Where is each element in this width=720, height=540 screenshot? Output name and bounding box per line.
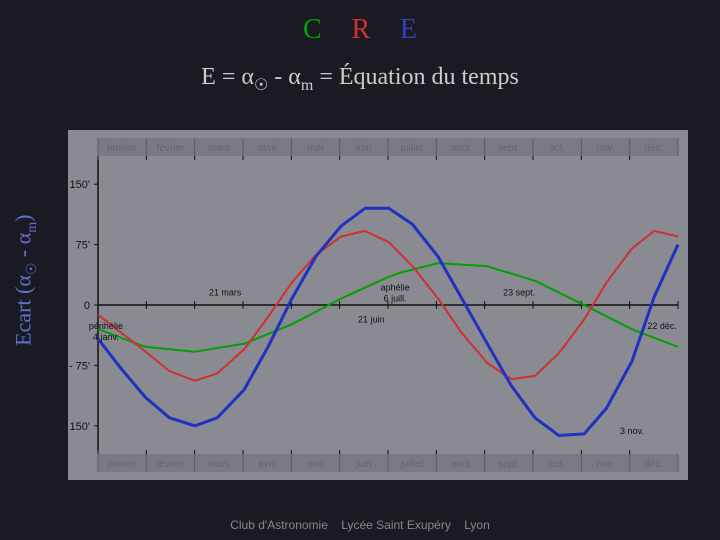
- svg-text:avril: avril: [258, 143, 276, 154]
- svg-text:nov.: nov.: [596, 459, 614, 470]
- y-axis-label: Ecart (α☉ - αm): [14, 130, 38, 430]
- chart-svg: janvier janvier février février mars mars avri…: [68, 130, 688, 480]
- svg-text:mars: mars: [208, 459, 230, 470]
- svg-text:6 juill.: 6 juill.: [384, 294, 407, 304]
- svg-text:juillet: juillet: [400, 143, 424, 154]
- svg-text:oct.: oct.: [549, 143, 565, 154]
- svg-text:4 janv.: 4 janv.: [93, 332, 119, 342]
- title-c: C: [303, 14, 322, 45]
- svg-text:janvier: janvier: [106, 459, 137, 470]
- svg-text:août: août: [451, 459, 471, 470]
- svg-text:150': 150': [70, 179, 90, 191]
- svg-text:75': 75': [76, 240, 90, 252]
- svg-text:0: 0: [84, 300, 90, 312]
- title-e: E: [400, 14, 417, 45]
- svg-text:février: février: [157, 459, 185, 470]
- formula-title: C + R = E: [0, 14, 720, 46]
- svg-text:22 déc.: 22 déc.: [647, 321, 677, 331]
- svg-text:- 150': - 150': [68, 421, 90, 433]
- subtitle-equation: E = α☉ - αm = Équation du temps: [0, 64, 720, 95]
- svg-text:nov.: nov.: [596, 143, 614, 154]
- svg-text:juin: juin: [355, 143, 372, 154]
- svg-text:3 nov.: 3 nov.: [620, 426, 644, 436]
- svg-text:21 juin: 21 juin: [358, 315, 385, 325]
- svg-text:23 sept.: 23 sept.: [503, 287, 535, 297]
- svg-text:janvier: janvier: [106, 143, 137, 154]
- svg-text:déc.: déc.: [644, 459, 663, 470]
- footer-credits: Club d'Astronomie Lycée Saint Exupéry Ly…: [0, 518, 720, 532]
- svg-text:oct.: oct.: [549, 459, 565, 470]
- svg-text:février: février: [157, 143, 185, 154]
- svg-text:mai: mai: [307, 143, 323, 154]
- svg-text:sept.: sept.: [498, 459, 520, 470]
- svg-text:déc.: déc.: [644, 143, 663, 154]
- svg-text:août: août: [451, 143, 471, 154]
- svg-text:mai: mai: [307, 459, 323, 470]
- svg-text:21 mars: 21 mars: [209, 287, 242, 297]
- svg-text:aphélie: aphélie: [381, 283, 410, 293]
- svg-text:périhélie: périhélie: [89, 321, 123, 331]
- svg-text:mars: mars: [208, 143, 230, 154]
- equation-of-time-chart: janvier janvier février février mars mars avri…: [68, 130, 688, 480]
- title-r: R: [351, 14, 370, 45]
- svg-text:- 75': - 75': [69, 360, 90, 372]
- svg-text:juin: juin: [355, 459, 372, 470]
- svg-text:avril: avril: [258, 459, 276, 470]
- svg-text:sept.: sept.: [498, 143, 520, 154]
- svg-text:juillet: juillet: [400, 459, 424, 470]
